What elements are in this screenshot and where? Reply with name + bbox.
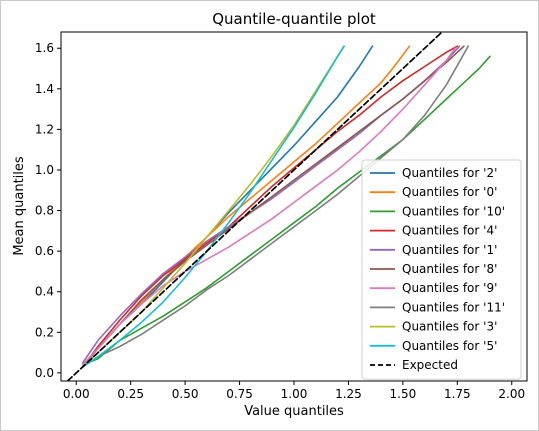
x-tick-label: 1.00 [281, 387, 308, 401]
y-tick-label: 0.2 [35, 325, 54, 339]
y-tick-label: 0.0 [35, 366, 54, 380]
y-tick-label: 1.4 [35, 82, 54, 96]
legend-label-1: Quantiles for '0' [402, 185, 497, 199]
legend-label-2: Quantiles for '10' [402, 204, 505, 218]
x-tick-label: 0.25 [117, 387, 144, 401]
legend-box [361, 159, 522, 380]
chart-title: Quantile-quantile plot [212, 10, 376, 28]
series-group [66, 32, 491, 381]
legend-label-7: Quantiles for '11' [402, 300, 505, 314]
y-axis: 0.0 0.2 0.4 0.6 0.8 1.0 1.2 1.4 1.6 [35, 41, 61, 380]
series-line-2 [82, 55, 491, 366]
series-line-7 [82, 45, 469, 368]
x-axis: 0.00 0.25 0.50 0.75 1.00 1.25 1.50 1.75 2.00 [63, 381, 525, 401]
legend-label-6: Quantiles for '9' [402, 281, 497, 295]
legend-label-9: Quantiles for '5' [402, 339, 497, 353]
series-line-3 [82, 45, 459, 368]
y-tick-label: 0.4 [35, 285, 54, 299]
series-line-5 [82, 45, 465, 368]
x-tick-label: 1.75 [444, 387, 471, 401]
y-axis-label: Mean quantiles [12, 156, 27, 256]
x-tick-label: 1.50 [390, 387, 417, 401]
series-line-9 [82, 45, 345, 368]
x-tick-label: 0.00 [63, 387, 90, 401]
x-tick-label: 1.25 [335, 387, 362, 401]
x-tick-label: 0.50 [172, 387, 199, 401]
series-line-6 [82, 47, 456, 366]
y-tick-label: 0.8 [35, 204, 54, 218]
series-line-1 [82, 45, 411, 366]
x-tick-label: 0.75 [226, 387, 253, 401]
x-axis-label: Value quantiles [244, 404, 344, 419]
y-tick-label: 0.6 [35, 244, 54, 258]
legend-label-0: Quantiles for '2' [402, 166, 497, 180]
legend-label-8: Quantiles for '3' [402, 320, 497, 334]
y-tick-label: 1.6 [35, 41, 54, 55]
legend-label-5: Quantiles for '8' [402, 262, 497, 276]
y-tick-label: 1.2 [35, 122, 54, 136]
series-line-10 [66, 32, 444, 381]
y-tick-label: 1.0 [35, 163, 54, 177]
legend-label-4: Quantiles for '1' [402, 243, 497, 257]
x-tick-label: 2.00 [498, 387, 525, 401]
legend-label-3: Quantiles for '4' [402, 224, 497, 238]
legend-label-10: Expected [402, 358, 458, 372]
legend: Quantiles for '2' Quantiles for '0' Quanti… [361, 159, 522, 380]
